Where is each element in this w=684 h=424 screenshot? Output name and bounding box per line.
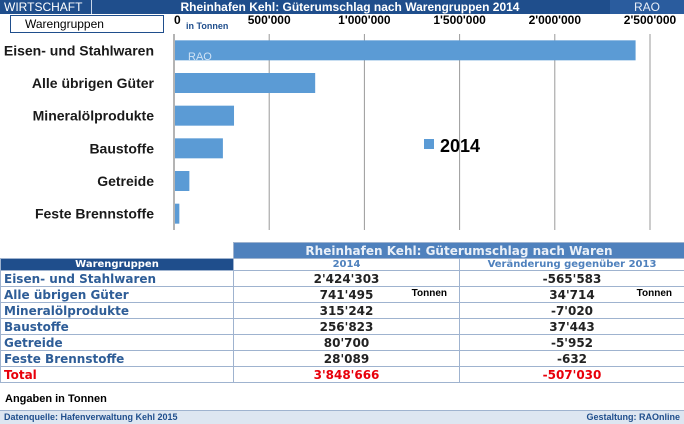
- row-name: Feste Brennstoffe: [0, 350, 234, 367]
- legend-swatch: [424, 139, 434, 149]
- bar: [175, 138, 223, 159]
- table-total-row: Total 3'848'666 -507'030: [0, 366, 684, 383]
- unit-label: in Tonnen: [186, 21, 228, 31]
- row-value: 28'089: [323, 351, 370, 366]
- row-change: 34'714: [549, 287, 595, 302]
- row-value: 80'700: [323, 335, 370, 350]
- bar-chart: 0 500'000 1'000'000 1'500'000 2'000'000 2'500…: [4, 14, 677, 230]
- row-change: -5'952: [550, 335, 594, 350]
- row-value: 741'495: [319, 287, 374, 302]
- chart-tick-labels: 0 500'000 1'000'000 1'500'000 2'000'000 2'500…: [174, 14, 677, 27]
- row-name: Eisen- und Stahlwaren: [0, 270, 234, 287]
- category-label: Alle übrigen Güter: [32, 75, 155, 91]
- category-label: Feste Brennstoffe: [35, 206, 154, 222]
- legend-label: 2014: [440, 136, 480, 156]
- x-tick-label: 500'000: [248, 14, 291, 27]
- row-change: -565'583: [542, 271, 602, 286]
- unit-tonnen: Tonnen: [636, 288, 672, 299]
- total-value: 3'848'666: [313, 367, 380, 382]
- category-label: Eisen- und Stahlwaren: [4, 42, 154, 58]
- header-bar: [0, 0, 684, 14]
- table-row: Mineralölprodukte 315'242 -7'020: [0, 302, 684, 319]
- chart-bars: [175, 40, 636, 224]
- row-change: 37'443: [549, 319, 595, 334]
- unit-tonnen: Tonnen: [411, 288, 447, 299]
- design-credit: Gestaltung: RAOnline: [586, 412, 680, 422]
- bar: [175, 171, 190, 191]
- row-name: Baustoffe: [0, 318, 234, 335]
- bar-watermark: RAO: [188, 51, 212, 63]
- data-source: Datenquelle: Hafenverwaltung Kehl 2015: [4, 412, 178, 422]
- row-name: Getreide: [0, 334, 234, 351]
- x-tick-label: 2'500'000: [624, 14, 677, 27]
- table-header-change: Veränderung gegenüber 2013: [459, 258, 684, 271]
- category-label: Mineralölprodukte: [33, 108, 155, 124]
- x-tick-label: 1'500'000: [433, 14, 486, 27]
- x-tick-label: 2'000'000: [529, 14, 582, 27]
- table-row: Baustoffe 256'823 37'443: [0, 318, 684, 335]
- bar: [175, 73, 316, 93]
- category-label: Getreide: [97, 173, 154, 189]
- table-header-2014: 2014: [233, 258, 460, 271]
- row-name: Alle übrigen Güter: [0, 286, 234, 303]
- x-tick-label: 0: [174, 14, 181, 27]
- row-change: -7'020: [550, 303, 594, 318]
- total-change: -507'030: [542, 367, 602, 382]
- page-title: Rheinhafen Kehl: Güterumschlag nach Ware…: [180, 0, 520, 14]
- table-row: Feste Brennstoffe 28'089 -632: [0, 350, 684, 367]
- total-name: Total: [0, 366, 234, 383]
- table-row: Alle übrigen Güter 741'495 Tonnen 34'714 T…: [0, 286, 684, 303]
- x-tick-label: 1'000'000: [338, 14, 391, 27]
- bar: [175, 105, 235, 126]
- row-change: -632: [556, 351, 588, 366]
- table-row: Eisen- und Stahlwaren 2'424'303 -565'583: [0, 270, 684, 287]
- row-name: Mineralölprodukte: [0, 302, 234, 319]
- brand-badge: RAO: [610, 0, 684, 14]
- section-label: WIRTSCHAFT: [0, 0, 92, 14]
- row-value: 2'424'303: [313, 271, 380, 286]
- bar: [175, 40, 636, 61]
- chart-grid: [173, 34, 651, 230]
- category-label: Baustoffe: [89, 140, 154, 156]
- table-header-group: Warengruppen: [0, 258, 234, 271]
- footer-bar: Datenquelle: Hafenverwaltung Kehl 2015 G…: [0, 410, 684, 424]
- chart-legend: 2014: [424, 136, 480, 156]
- bar: [175, 203, 180, 224]
- chart-category-labels: Eisen- und Stahlwaren Alle übrigen Güter M…: [4, 42, 155, 221]
- row-value: 315'242: [319, 303, 374, 318]
- category-header: Warengruppen: [10, 15, 164, 33]
- row-value: 256'823: [319, 319, 374, 334]
- table-note: Angaben in Tonnen: [5, 393, 107, 405]
- data-table: Rheinhafen Kehl: Güterumschlag nach Ware…: [0, 242, 684, 383]
- table-title: Rheinhafen Kehl: Güterumschlag nach Ware…: [233, 242, 684, 259]
- table-row: Getreide 80'700 -5'952: [0, 334, 684, 351]
